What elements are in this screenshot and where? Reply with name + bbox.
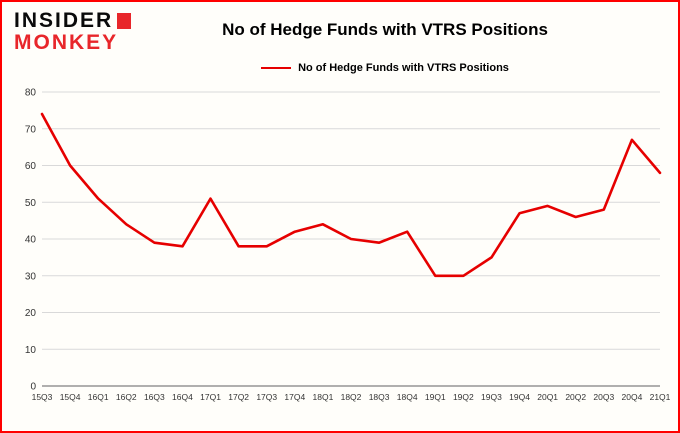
y-axis-tick-label: 40 xyxy=(25,235,37,246)
hedge-funds-series-line xyxy=(40,112,662,278)
x-axis-tick-label: 16Q3 xyxy=(144,392,165,402)
x-axis-tick-label: 18Q3 xyxy=(369,392,390,402)
legend-line-swatch-icon xyxy=(261,67,292,69)
y-axis-tick-label: 80 xyxy=(25,88,37,99)
chart-legend: No of Hedge Funds with VTRS Positions xyxy=(112,62,658,74)
chart-title: No of Hedge Funds with VTRS Positions xyxy=(222,20,548,39)
logo-text-insider: INSIDER xyxy=(14,9,114,32)
x-axis-tick-label: 17Q1 xyxy=(200,392,221,402)
x-axis-tick-label: 18Q4 xyxy=(397,392,418,402)
y-axis-tick-label: 10 xyxy=(25,345,37,356)
x-axis-tick-label: 20Q2 xyxy=(565,392,586,402)
x-axis-tick-label: 15Q3 xyxy=(32,392,53,402)
x-axis-tick-label: 16Q1 xyxy=(88,392,109,402)
legend-label: No of Hedge Funds with VTRS Positions xyxy=(298,62,509,74)
x-axis-tick-label: 19Q4 xyxy=(509,392,530,402)
line-chart-svg: 0 10 20 30 40 50 60 70 80 15Q3 15Q4 16Q1 16Q2 16Q3 16Q… xyxy=(25,88,671,403)
chart-plot-area: 0 10 20 30 40 50 60 70 80 15Q3 15Q4 16Q1 16Q2 16Q3 16Q… xyxy=(6,84,676,414)
x-axis-tick-label: 17Q4 xyxy=(284,392,305,402)
x-axis-tick-label: 19Q1 xyxy=(425,392,446,402)
y-axis-tick-label: 50 xyxy=(25,198,37,209)
x-axis-tick-label: 20Q4 xyxy=(622,392,643,402)
y-axis-tick-label: 20 xyxy=(25,308,37,319)
logo-text-monkey: MONKEY xyxy=(14,31,119,55)
x-axis-tick-label: 21Q1 xyxy=(650,392,671,402)
x-axis-tick-label: 17Q2 xyxy=(228,392,249,402)
x-axis-tick-label: 16Q2 xyxy=(116,392,137,402)
logo-red-block-icon xyxy=(117,13,132,30)
x-axis-tick-label: 19Q3 xyxy=(481,392,502,402)
x-axis-tick-label: 15Q4 xyxy=(60,392,81,402)
x-axis-tick-label: 19Q2 xyxy=(453,392,474,402)
x-axis-tick-label: 20Q1 xyxy=(537,392,558,402)
y-axis-tick-label: 60 xyxy=(25,161,37,172)
y-axis-tick-label: 70 xyxy=(25,124,37,135)
logo-line-insider: INSIDER xyxy=(14,9,132,32)
y-axis-tick-label: 0 xyxy=(30,382,36,393)
x-axis-tick-label: 18Q2 xyxy=(341,392,362,402)
x-axis-tick-label: 16Q4 xyxy=(172,392,193,402)
x-axis-tick-label: 20Q3 xyxy=(593,392,614,402)
y-axis-tick-label: 30 xyxy=(25,271,37,282)
x-axis-tick-label: 18Q1 xyxy=(313,392,334,402)
insider-monkey-logo: INSIDER MONKEY xyxy=(14,9,132,55)
x-axis-tick-label: 17Q3 xyxy=(256,392,277,402)
